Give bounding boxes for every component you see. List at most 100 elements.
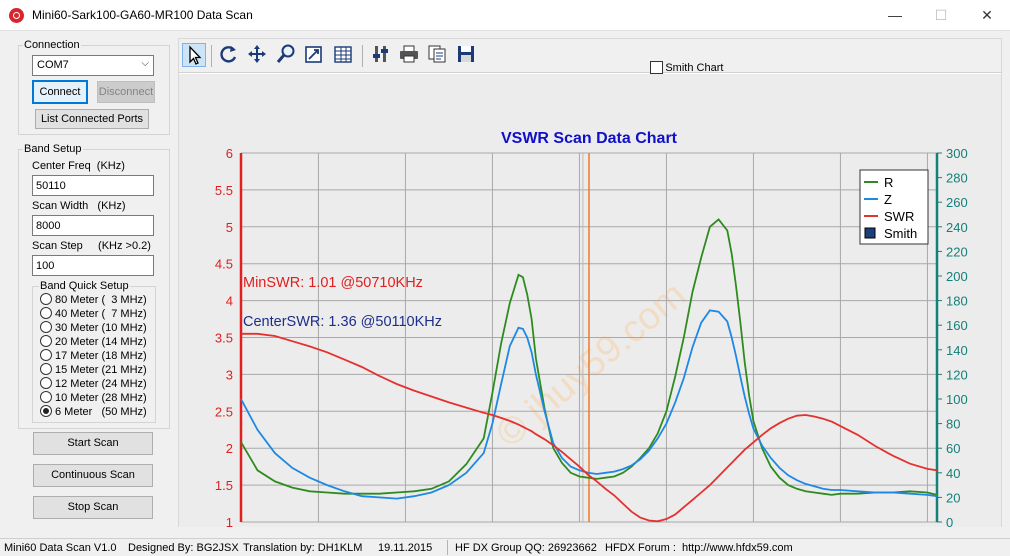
copy-icon[interactable] bbox=[425, 43, 449, 67]
list-ports-button[interactable]: List Connected Ports bbox=[35, 109, 149, 129]
band-radio-label: 15 Meter (21 MHz) bbox=[55, 364, 147, 376]
chart-title: VSWR Scan Data Chart bbox=[501, 130, 678, 147]
band-quick-setup-label: Band Quick Setup bbox=[39, 280, 130, 292]
status-translation: Translation by: DH1KLM bbox=[243, 542, 363, 554]
vswr-chart: VSWR Scan Data Chart© jhuy59.com11.522.5… bbox=[215, 130, 968, 544]
radio-icon bbox=[40, 405, 52, 417]
band-radio-item[interactable]: 80 Meter ( 3 MHz) bbox=[40, 293, 147, 307]
radio-icon bbox=[40, 335, 52, 347]
radio-icon bbox=[40, 363, 52, 375]
y-right-tick-label: 40 bbox=[946, 466, 960, 481]
stop-scan-button[interactable]: Stop Scan bbox=[33, 496, 153, 519]
checkbox-icon bbox=[650, 61, 664, 74]
band-radio-item[interactable]: 10 Meter (28 MHz) bbox=[40, 391, 147, 405]
radio-icon bbox=[40, 377, 52, 389]
band-radio-label: 17 Meter (18 MHz) bbox=[55, 350, 147, 362]
minimize-button[interactable]: — bbox=[888, 7, 902, 23]
connect-button[interactable]: Connect bbox=[32, 80, 88, 104]
toolbar-separator bbox=[362, 45, 363, 67]
scan-width-input[interactable]: 8000 bbox=[32, 215, 154, 236]
y-left-tick-label: 3 bbox=[226, 367, 233, 382]
y-right-tick-label: 200 bbox=[946, 269, 968, 284]
band-radio-label: 40 Meter ( 7 MHz) bbox=[55, 308, 147, 320]
rotate-icon[interactable] bbox=[217, 43, 241, 67]
y-left-tick-label: 4 bbox=[226, 294, 233, 309]
band-radio-item[interactable]: 12 Meter (24 MHz) bbox=[40, 377, 147, 391]
band-radio-item[interactable]: 6 Meter (50 MHz) bbox=[40, 405, 147, 419]
y-right-tick-label: 280 bbox=[946, 171, 968, 186]
y-left-tick-label: 1.5 bbox=[215, 478, 233, 493]
port-value: COM7 bbox=[37, 59, 69, 71]
y-right-tick-label: 160 bbox=[946, 318, 968, 333]
legend-label: Z bbox=[884, 192, 892, 207]
y-left-tick-label: 2 bbox=[226, 441, 233, 456]
series-line-z bbox=[240, 309, 938, 500]
legend-swatch-smith bbox=[864, 227, 876, 239]
control-panel: Connection COM7 ⌵ Connect Disconnect Lis… bbox=[0, 31, 178, 541]
status-designer: Designed By: BG2JSX bbox=[128, 542, 239, 554]
radio-icon bbox=[40, 391, 52, 403]
pan-icon[interactable] bbox=[245, 43, 269, 67]
status-group: HF DX Group QQ: 26923662 bbox=[455, 542, 597, 554]
band-radio-label: 6 Meter (50 MHz) bbox=[55, 406, 147, 418]
disconnect-button[interactable]: Disconnect bbox=[97, 81, 155, 103]
pointer-icon[interactable] bbox=[182, 43, 206, 67]
y-left-tick-label: 4.5 bbox=[215, 257, 233, 272]
y-right-tick-label: 100 bbox=[946, 392, 968, 407]
y-right-tick-label: 60 bbox=[946, 441, 960, 456]
band-radio-label: 30 Meter (10 MHz) bbox=[55, 322, 147, 334]
axis-zoom-icon[interactable] bbox=[302, 43, 326, 67]
continuous-scan-button[interactable]: Continuous Scan bbox=[33, 464, 153, 487]
radio-icon bbox=[40, 349, 52, 361]
settings-icon[interactable] bbox=[369, 43, 393, 67]
series-line-swr bbox=[241, 332, 938, 523]
band-radio-item[interactable]: 20 Meter (14 MHz) bbox=[40, 335, 147, 349]
band-radio-item[interactable]: 17 Meter (18 MHz) bbox=[40, 349, 147, 363]
legend-label: SWR bbox=[884, 209, 914, 224]
save-icon[interactable] bbox=[454, 43, 478, 67]
smith-chart-label: Smith Chart bbox=[665, 62, 724, 74]
data-table-icon[interactable] bbox=[331, 43, 355, 67]
window-title: Mini60-Sark100-GA60-MR100 Data Scan bbox=[32, 8, 253, 22]
y-left-tick-label: 5 bbox=[226, 220, 233, 235]
connection-group-label: Connection bbox=[23, 39, 81, 51]
zoom-icon[interactable] bbox=[274, 43, 298, 67]
status-forum: HFDX Forum : http://www.hfdx59.com bbox=[605, 542, 793, 554]
y-right-tick-label: 180 bbox=[946, 294, 968, 309]
y-right-tick-label: 140 bbox=[946, 343, 968, 358]
status-date: 19.11.2015 bbox=[378, 542, 433, 554]
band-radio-label: 12 Meter (24 MHz) bbox=[55, 378, 147, 390]
y-left-tick-label: 2.5 bbox=[215, 404, 233, 419]
y-right-tick-label: 20 bbox=[946, 490, 960, 505]
band-setup-group-label: Band Setup bbox=[23, 143, 83, 155]
center-freq-input[interactable]: 50110 bbox=[32, 175, 154, 196]
close-button[interactable]: ✕ bbox=[981, 7, 993, 23]
y-right-tick-label: 300 bbox=[946, 146, 968, 161]
series-line-r bbox=[240, 218, 938, 496]
chart-toolbar: Smith Chart bbox=[179, 39, 1001, 74]
radio-icon bbox=[40, 321, 52, 333]
start-scan-button[interactable]: Start Scan bbox=[33, 432, 153, 455]
status-separator bbox=[447, 540, 448, 555]
scan-step-input[interactable]: 100 bbox=[32, 255, 154, 276]
y-left-tick-label: 1 bbox=[226, 515, 233, 527]
legend-label: R bbox=[884, 175, 893, 190]
radio-icon bbox=[40, 293, 52, 305]
smith-chart-checkbox[interactable]: Smith Chart bbox=[632, 49, 723, 86]
connection-group bbox=[18, 45, 170, 135]
chart-area: VSWR Scan Data Chart © jhuy59.com 1 1.5 2 2.5… bbox=[179, 74, 1001, 544]
band-setup-group bbox=[18, 149, 170, 429]
port-select[interactable]: COM7 ⌵ bbox=[32, 55, 154, 76]
legend-label: Smith bbox=[884, 226, 917, 241]
chart-panel: Smith Chart VSWR Scan Data Chart © jhuy59… bbox=[178, 38, 1002, 544]
maximize-button[interactable]: ☐ bbox=[934, 7, 948, 23]
center-freq-label: Center Freq (KHz) bbox=[32, 160, 125, 172]
print-icon[interactable] bbox=[397, 43, 421, 67]
status-bar: Mini60 Data Scan V1.0 Designed By: BG2JS… bbox=[0, 538, 1010, 556]
y-right-tick-label: 0 bbox=[946, 515, 953, 527]
title-bar: Mini60-Sark100-GA60-MR100 Data Scan — ☐ … bbox=[0, 0, 1010, 31]
band-radio-item[interactable]: 15 Meter (21 MHz) bbox=[40, 363, 147, 377]
band-radio-item[interactable]: 30 Meter (10 MHz) bbox=[40, 321, 147, 335]
band-radio-item[interactable]: 40 Meter ( 7 MHz) bbox=[40, 307, 147, 321]
chevron-down-icon: ⌵ bbox=[141, 58, 149, 69]
